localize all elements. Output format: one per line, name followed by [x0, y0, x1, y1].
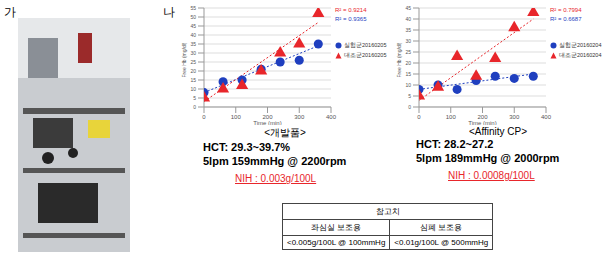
- html-text:R² = 0.9365: R² = 0.9365: [335, 16, 367, 22]
- svg-text:300: 300: [294, 114, 305, 120]
- svg-text:0: 0: [408, 104, 411, 110]
- svg-text:0: 0: [417, 114, 421, 120]
- html-text:5lpm 189mmHg @ 2000rpm: 5lpm 189mmHg @ 2000rpm: [416, 152, 560, 164]
- html-text:심폐 보조용: 심폐 보조용: [420, 223, 463, 232]
- html-text:<개발품>: <개발품>: [264, 127, 306, 138]
- svg-text:Time (min): Time (min): [253, 120, 281, 125]
- html-text:대조군20160204: 대조군20160204: [559, 52, 602, 58]
- svg-text:Time (min): Time (min): [468, 120, 496, 125]
- svg-text:35: 35: [190, 41, 196, 47]
- html-text:실험군20160204: 실험군20160204: [559, 42, 602, 48]
- svg-text:100: 100: [446, 114, 457, 120]
- svg-text:50: 50: [190, 14, 196, 20]
- html-text:HCT: 28.2~27.2: HCT: 28.2~27.2: [416, 138, 494, 150]
- svg-text:200: 200: [262, 114, 273, 121]
- html-text:R² = 0.7994: R² = 0.7994: [550, 7, 582, 13]
- html-text:<0.01g/100L @ 500mmHg: <0.01g/100L @ 500mmHg: [394, 238, 489, 247]
- svg-text:400: 400: [326, 114, 337, 120]
- svg-text:45: 45: [405, 5, 411, 11]
- svg-text:0: 0: [193, 104, 196, 110]
- html-text:<Affinity CP>: <Affinity CP>: [468, 126, 528, 137]
- html-text:R² = 0.6687: R² = 0.6687: [550, 16, 582, 22]
- html-text:HCT: 29.3~39.7%: HCT: 29.3~39.7%: [203, 141, 291, 153]
- html-text:나: 나: [163, 5, 175, 19]
- html-text:가: 가: [4, 5, 16, 19]
- svg-text:15: 15: [190, 77, 196, 83]
- svg-text:20: 20: [405, 60, 411, 66]
- svg-text:5: 5: [193, 95, 196, 101]
- svg-text:30: 30: [405, 38, 411, 44]
- svg-text:10: 10: [405, 82, 411, 88]
- svg-text:10: 10: [190, 86, 196, 92]
- html-text:참고치: 참고치: [375, 207, 400, 216]
- html-text:실험군20160205: 실험군20160205: [344, 42, 387, 48]
- svg-text:300: 300: [509, 114, 520, 120]
- svg-text:5: 5: [408, 93, 411, 99]
- html-text:R² = 0.9214: R² = 0.9214: [335, 7, 367, 13]
- svg-text:45: 45: [190, 23, 196, 29]
- svg-text:15: 15: [405, 71, 411, 77]
- svg-text:20: 20: [190, 68, 196, 74]
- html-text:좌심실 보조용: 좌심실 보조용: [311, 223, 362, 232]
- html-text:NIH : 0.0008g/100L: NIH : 0.0008g/100L: [448, 170, 535, 181]
- svg-text:40: 40: [405, 16, 411, 22]
- html-text:5lpm 159mmHg @ 2200rpm: 5lpm 159mmHg @ 2200rpm: [203, 155, 347, 167]
- svg-text:Free Hb (mg/dl): Free Hb (mg/dl): [396, 42, 402, 77]
- svg-text:40: 40: [190, 32, 196, 38]
- html-text:NIH : 0.003g/100L: NIH : 0.003g/100L: [235, 173, 317, 184]
- svg-text:35: 35: [405, 27, 411, 33]
- svg-text:55: 55: [190, 5, 196, 11]
- svg-text:25: 25: [405, 49, 411, 55]
- svg-text:100: 100: [231, 114, 242, 120]
- svg-text:Free Hb (mg/dl): Free Hb (mg/dl): [181, 42, 187, 77]
- svg-text:400: 400: [541, 114, 552, 120]
- html-text:대조군20160205: 대조군20160205: [344, 52, 387, 58]
- html-text:<0.005g/100L @ 100mmHg: <0.005g/100L @ 100mmHg: [287, 238, 386, 247]
- svg-text:30: 30: [190, 50, 196, 56]
- svg-text:25: 25: [190, 59, 196, 65]
- svg-text:0: 0: [202, 114, 206, 120]
- svg-text:200: 200: [477, 114, 488, 121]
